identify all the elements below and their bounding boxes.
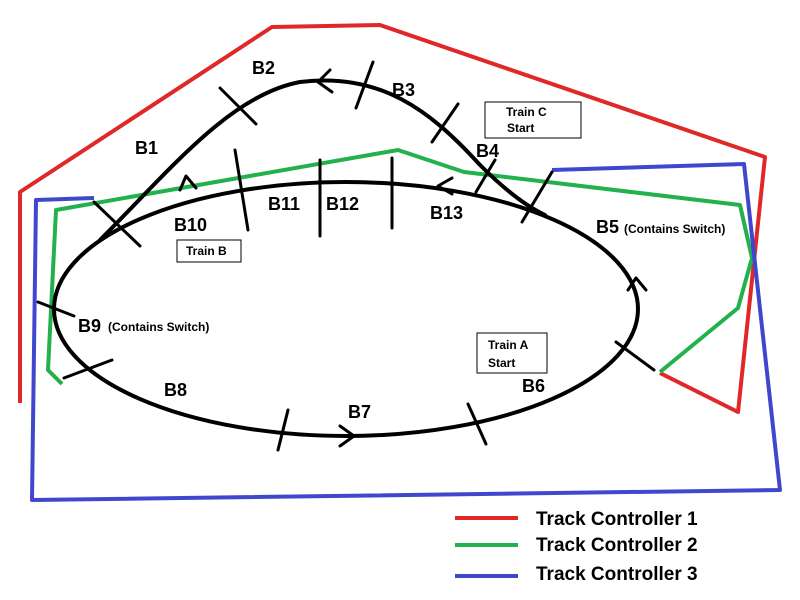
block-label-b1: B1 (135, 138, 158, 158)
direction-arrow (626, 276, 648, 292)
block-label-b12: B12 (326, 194, 359, 214)
b5-switch-note: (Contains Switch) (624, 222, 725, 236)
direction-arrow (178, 174, 198, 192)
main-loop-track (52, 180, 640, 438)
block-label-b4: B4 (476, 141, 499, 161)
block-divider (466, 402, 488, 446)
legend-label-1: Track Controller 1 (536, 509, 698, 530)
block-divider (520, 170, 554, 224)
train-a-label: Train A (488, 338, 529, 352)
b9-switch-note: (Contains Switch) (108, 320, 209, 334)
block-label-b7: B7 (348, 402, 371, 422)
block-label-b11: B11 (268, 194, 300, 214)
train-b-label: Train B (186, 244, 227, 258)
block-divider (92, 200, 142, 248)
direction-arrow (316, 68, 334, 94)
block-divider (233, 148, 250, 232)
block-label-b8: B8 (164, 380, 187, 400)
block-divider (430, 102, 460, 144)
legend: Track Controller 1 Track Controller 2 Tr… (455, 509, 698, 585)
block-divider (614, 340, 656, 372)
block-divider (354, 60, 375, 110)
block-label-b3: B3 (392, 80, 415, 100)
block-label-b10: B10 (174, 215, 207, 235)
block-divider (474, 158, 497, 194)
block-label-b5: B5 (596, 217, 619, 237)
track-controller-2-boundary (46, 148, 754, 386)
block-divider (62, 358, 114, 380)
block-divider (276, 408, 290, 452)
train-b-box: Train B (176, 239, 242, 263)
train-c-start-box: Train C Start (484, 101, 582, 139)
train-a-start-label: Start (488, 356, 515, 370)
block-label-b6: B6 (522, 376, 545, 396)
legend-label-3: Track Controller 3 (536, 564, 698, 585)
upper-loop-track (98, 78, 547, 242)
train-a-start-box: Train A Start (476, 332, 548, 374)
block-label-b2: B2 (252, 58, 275, 78)
direction-arrow (338, 424, 356, 448)
block-label-b13: B13 (430, 203, 463, 223)
track-controller-3-boundary (30, 162, 782, 502)
train-c-label: Train C (506, 105, 547, 119)
track-controller-1-boundary (18, 23, 767, 414)
direction-arrow (436, 176, 454, 196)
block-divider (218, 86, 258, 126)
block-divider (36, 300, 76, 318)
train-c-start-label: Start (507, 121, 534, 135)
block-label-b9: B9 (78, 316, 101, 336)
legend-label-2: Track Controller 2 (536, 535, 698, 556)
